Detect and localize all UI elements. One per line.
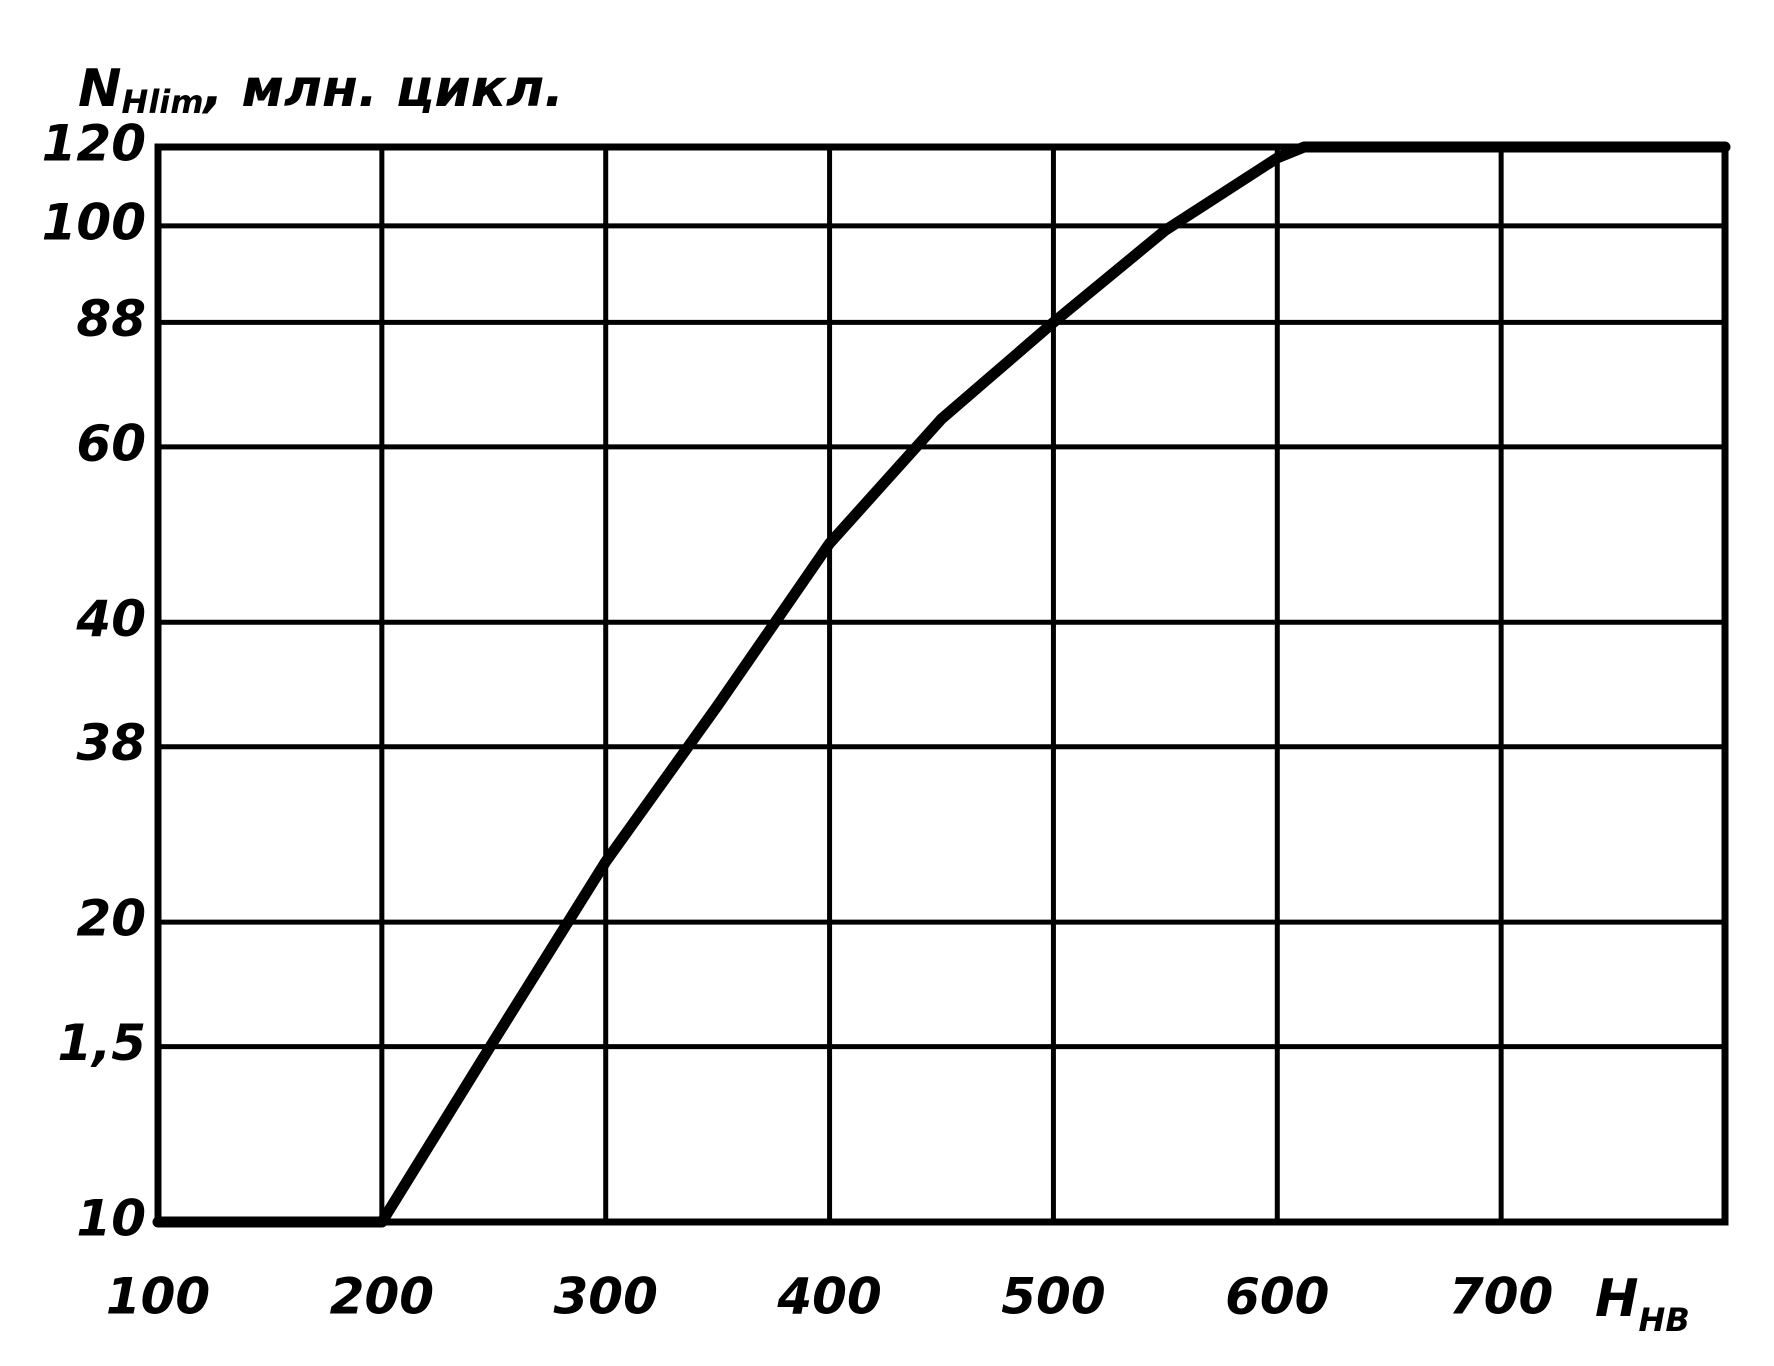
y-tick-label: 60 — [76, 414, 146, 472]
y-tick-label: 1,5 — [57, 1014, 146, 1072]
x-tick-label: 500 — [1001, 1268, 1105, 1326]
y-label-unit: , млн. цикл. — [202, 59, 564, 119]
x-tick-label: 200 — [330, 1268, 434, 1326]
y-label-subscript: Hlim — [122, 83, 204, 121]
plot-frame — [154, 143, 1729, 1226]
x-tick-label: 700 — [1449, 1268, 1553, 1326]
x-tick-label: 600 — [1225, 1268, 1329, 1326]
y-tick-label: 38 — [76, 714, 146, 772]
x-tick-label: 300 — [554, 1268, 658, 1326]
y-tick-label: 40 — [75, 590, 146, 648]
curve — [152, 141, 1731, 1228]
x-label-subscript: HB — [1639, 1301, 1690, 1339]
x-label-symbol: H — [1595, 1269, 1639, 1329]
x-tick-label: 400 — [776, 1268, 881, 1326]
y-axis-label: NHlim, млн. цикл. — [78, 59, 564, 121]
y-tick-label: 20 — [76, 890, 146, 948]
x-axis-label: HHB — [1595, 1269, 1690, 1339]
y-tick-label: 120 — [42, 115, 146, 173]
y-label-symbol: N — [78, 59, 122, 119]
x-tick-label: 100 — [106, 1268, 210, 1326]
y-tick-label: 10 — [76, 1190, 146, 1248]
y-tick-label: 100 — [42, 193, 146, 251]
y-tick-label: 88 — [76, 290, 146, 348]
